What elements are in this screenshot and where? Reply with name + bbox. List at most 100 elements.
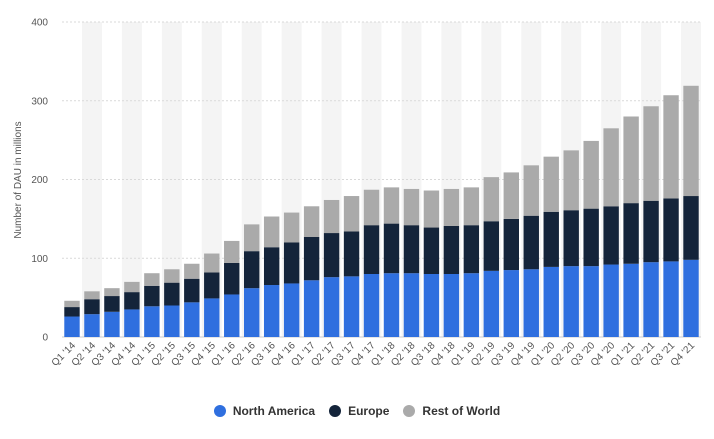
bar-stack[interactable] xyxy=(244,224,260,337)
bar-segment-north-america[interactable] xyxy=(104,311,120,337)
bar-segment-north-america[interactable] xyxy=(283,283,300,337)
bar-segment-north-america[interactable] xyxy=(463,273,480,337)
bar-segment-europe[interactable] xyxy=(104,296,120,312)
bar-segment-north-america[interactable] xyxy=(443,274,460,337)
bar-segment-north-america[interactable] xyxy=(323,277,340,337)
bar-segment-north-america[interactable] xyxy=(603,264,619,337)
bar-segment-europe[interactable] xyxy=(523,215,539,270)
bar-segment-europe[interactable] xyxy=(224,262,240,295)
bar-segment-europe[interactable] xyxy=(204,272,220,299)
bar-segment-rest-of-world[interactable] xyxy=(263,216,280,248)
bar-segment-north-america[interactable] xyxy=(503,270,519,337)
bar-segment-rest-of-world[interactable] xyxy=(643,106,659,201)
bar-segment-north-america[interactable] xyxy=(563,266,579,337)
bar-segment-europe[interactable] xyxy=(303,236,320,281)
bar-segment-north-america[interactable] xyxy=(263,285,280,337)
bar-segment-rest-of-world[interactable] xyxy=(543,156,559,212)
bar-stack[interactable] xyxy=(144,273,160,337)
bar-segment-north-america[interactable] xyxy=(184,302,200,337)
bar-stack[interactable] xyxy=(224,240,240,337)
bar-segment-north-america[interactable] xyxy=(343,276,360,337)
bar-segment-europe[interactable] xyxy=(683,196,699,260)
bar-segment-north-america[interactable] xyxy=(144,306,160,337)
bar-segment-europe[interactable] xyxy=(283,242,300,284)
bar-segment-north-america[interactable] xyxy=(643,262,659,337)
bar-segment-rest-of-world[interactable] xyxy=(483,177,500,222)
bar-segment-europe[interactable] xyxy=(383,223,400,274)
bar-segment-rest-of-world[interactable] xyxy=(383,187,400,224)
bar-stack[interactable] xyxy=(603,128,619,337)
bar-segment-rest-of-world[interactable] xyxy=(303,206,320,237)
bar-segment-rest-of-world[interactable] xyxy=(583,140,599,209)
bar-segment-europe[interactable] xyxy=(463,225,480,274)
legend-item-rest-of-world[interactable]: Rest of World xyxy=(403,404,500,418)
bar-stack[interactable] xyxy=(543,156,559,337)
bar-stack[interactable] xyxy=(204,253,220,337)
bar-stack[interactable] xyxy=(323,199,340,337)
bar-segment-europe[interactable] xyxy=(263,247,280,286)
bar-segment-north-america[interactable] xyxy=(244,288,260,337)
bar-stack[interactable] xyxy=(503,172,519,337)
bar-stack[interactable] xyxy=(363,189,380,337)
bar-segment-rest-of-world[interactable] xyxy=(84,291,100,300)
bar-segment-rest-of-world[interactable] xyxy=(363,189,380,226)
bar-segment-europe[interactable] xyxy=(503,218,519,271)
bar-segment-rest-of-world[interactable] xyxy=(603,128,619,207)
bar-segment-europe[interactable] xyxy=(84,299,100,315)
bar-segment-north-america[interactable] xyxy=(224,294,240,337)
bar-segment-north-america[interactable] xyxy=(84,314,100,337)
bar-stack[interactable] xyxy=(104,288,120,337)
bar-segment-europe[interactable] xyxy=(164,282,180,306)
bar-segment-europe[interactable] xyxy=(184,278,200,303)
bar-segment-rest-of-world[interactable] xyxy=(144,273,160,286)
bar-segment-rest-of-world[interactable] xyxy=(403,188,420,226)
bar-segment-europe[interactable] xyxy=(483,221,500,271)
bar-segment-europe[interactable] xyxy=(643,200,659,263)
bar-segment-rest-of-world[interactable] xyxy=(683,85,699,197)
bar-segment-europe[interactable] xyxy=(144,285,160,307)
bar-segment-europe[interactable] xyxy=(363,225,380,274)
bar-segment-north-america[interactable] xyxy=(663,261,679,337)
bar-segment-rest-of-world[interactable] xyxy=(563,150,579,211)
bar-segment-europe[interactable] xyxy=(343,231,360,277)
bar-segment-north-america[interactable] xyxy=(683,259,699,337)
bar-segment-north-america[interactable] xyxy=(204,298,220,337)
bar-segment-europe[interactable] xyxy=(543,211,559,267)
bar-stack[interactable] xyxy=(483,177,500,337)
bar-stack[interactable] xyxy=(403,188,420,337)
bar-segment-north-america[interactable] xyxy=(483,270,500,337)
bar-segment-north-america[interactable] xyxy=(303,280,320,337)
bar-segment-north-america[interactable] xyxy=(423,274,440,337)
bar-stack[interactable] xyxy=(164,269,180,337)
bar-segment-europe[interactable] xyxy=(403,225,420,274)
legend-item-north-america[interactable]: North America xyxy=(213,404,315,418)
bar-segment-north-america[interactable] xyxy=(363,274,380,337)
bar-stack[interactable] xyxy=(563,150,579,337)
bar-stack[interactable] xyxy=(383,187,400,337)
bar-segment-rest-of-world[interactable] xyxy=(204,253,220,273)
bar-segment-europe[interactable] xyxy=(323,233,340,278)
bar-stack[interactable] xyxy=(643,106,659,337)
bar-segment-europe[interactable] xyxy=(583,208,599,267)
bar-segment-europe[interactable] xyxy=(124,292,140,310)
bar-stack[interactable] xyxy=(84,291,100,337)
bar-segment-europe[interactable] xyxy=(423,227,440,274)
bar-stack[interactable] xyxy=(124,281,140,337)
bar-segment-north-america[interactable] xyxy=(523,269,539,337)
bar-segment-europe[interactable] xyxy=(64,307,80,317)
legend-item-europe[interactable]: Europe xyxy=(329,404,389,418)
bar-segment-north-america[interactable] xyxy=(543,266,559,337)
bar-segment-rest-of-world[interactable] xyxy=(463,187,480,226)
bar-segment-north-america[interactable] xyxy=(64,316,80,337)
bar-stack[interactable] xyxy=(523,165,539,337)
bar-segment-rest-of-world[interactable] xyxy=(663,95,679,199)
bar-segment-rest-of-world[interactable] xyxy=(224,240,240,263)
bar-segment-rest-of-world[interactable] xyxy=(623,116,639,204)
bar-segment-rest-of-world[interactable] xyxy=(164,269,180,283)
bar-stack[interactable] xyxy=(683,85,699,337)
bar-segment-rest-of-world[interactable] xyxy=(443,188,460,226)
bar-segment-europe[interactable] xyxy=(563,210,579,267)
bar-segment-north-america[interactable] xyxy=(403,273,420,337)
bar-stack[interactable] xyxy=(283,212,300,337)
bar-stack[interactable] xyxy=(64,300,80,337)
